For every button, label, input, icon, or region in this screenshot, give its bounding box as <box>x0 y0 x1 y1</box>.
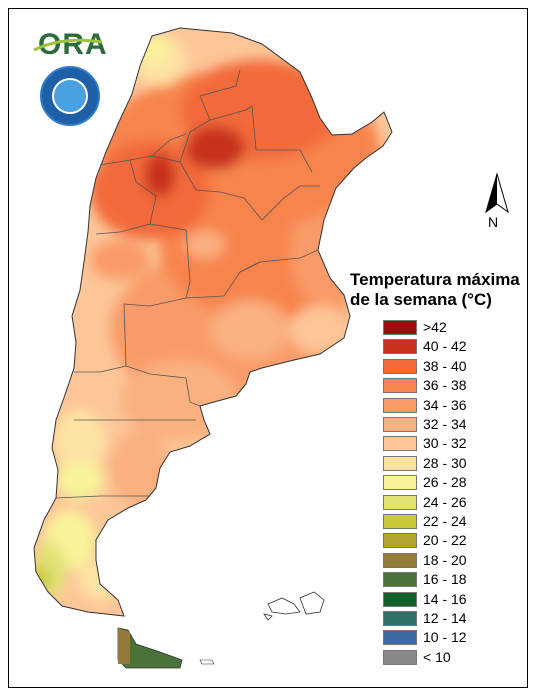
legend-label: 12 - 14 <box>423 610 467 626</box>
legend-title-line2: de la semana (°C) <box>350 290 492 309</box>
legend-label: 30 - 32 <box>423 435 467 452</box>
legend-item: 34 - 36 <box>383 396 533 416</box>
legend-label: 32 - 34 <box>423 416 467 432</box>
legend-label: < 10 <box>423 648 451 665</box>
legend-label: 14 - 16 <box>423 590 467 607</box>
legend-swatch <box>383 320 417 335</box>
legend-swatch <box>383 630 417 646</box>
legend-swatch <box>383 378 417 394</box>
legend-swatch <box>383 514 417 529</box>
legend-label: 40 - 42 <box>423 338 467 355</box>
legend-item: < 10 <box>383 648 533 668</box>
malvinas-islands <box>263 591 325 621</box>
legend-item: 30 - 32 <box>383 434 533 454</box>
legend-item: 28 - 30 <box>383 454 533 474</box>
legend-label: 36 - 38 <box>423 377 467 394</box>
legend-label: 26 - 28 <box>423 474 467 491</box>
legend-item: 14 - 16 <box>383 590 533 610</box>
legend-item: 24 - 26 <box>383 493 533 513</box>
legend-swatch <box>383 436 417 452</box>
legend-label: 18 - 20 <box>423 551 467 568</box>
ora-logo-swoosh-icon <box>33 38 103 52</box>
legend-swatch <box>383 417 417 432</box>
legend-title-line1: Temperatura máxima <box>350 270 520 289</box>
legend-item: 36 - 38 <box>383 376 533 396</box>
legend-label: 34 - 36 <box>423 396 467 413</box>
legend-label: 38 - 40 <box>423 357 467 374</box>
legend-label: >42 <box>423 319 447 335</box>
legend-swatch <box>383 649 417 665</box>
legend-label: 22 - 24 <box>423 513 467 529</box>
legend-swatch <box>383 552 417 568</box>
legend-swatch <box>383 533 417 549</box>
legend-swatch <box>383 591 417 607</box>
legend-title: Temperatura máxima de la semana (°C) <box>350 270 528 310</box>
legend-swatch <box>383 339 417 355</box>
legend-item: 38 - 40 <box>383 357 533 377</box>
legend-item: 32 - 34 <box>383 415 533 435</box>
legend-item: >42 <box>383 318 533 338</box>
legend-item: 40 - 42 <box>383 337 533 357</box>
legend-swatch <box>383 455 417 471</box>
legend-label: 10 - 12 <box>423 629 467 646</box>
legend-item: 10 - 12 <box>383 628 533 648</box>
legend-label: 16 - 18 <box>423 571 467 588</box>
north-arrow-label: N <box>488 214 499 230</box>
legend-swatch <box>383 572 417 588</box>
legend-swatch <box>383 494 417 510</box>
legend-swatch <box>383 358 417 374</box>
legend-label: 24 - 26 <box>423 493 467 510</box>
tierra-del-fuego <box>117 627 215 669</box>
legend-item: 12 - 14 <box>383 609 533 629</box>
seal-icon <box>40 66 100 126</box>
legend-label: 28 - 30 <box>423 454 467 471</box>
legend-item: 22 - 24 <box>383 512 533 532</box>
province-borders <box>55 69 320 499</box>
legend-swatch <box>383 611 417 626</box>
legend-item: 20 - 22 <box>383 531 533 551</box>
legend-swatch <box>383 397 417 413</box>
legend-item: 18 - 20 <box>383 551 533 571</box>
legend-item: 26 - 28 <box>383 473 533 493</box>
legend-label: 20 - 22 <box>423 532 467 549</box>
legend-swatch <box>383 475 417 491</box>
north-arrow-icon <box>485 172 509 214</box>
legend-item: 16 - 18 <box>383 570 533 590</box>
